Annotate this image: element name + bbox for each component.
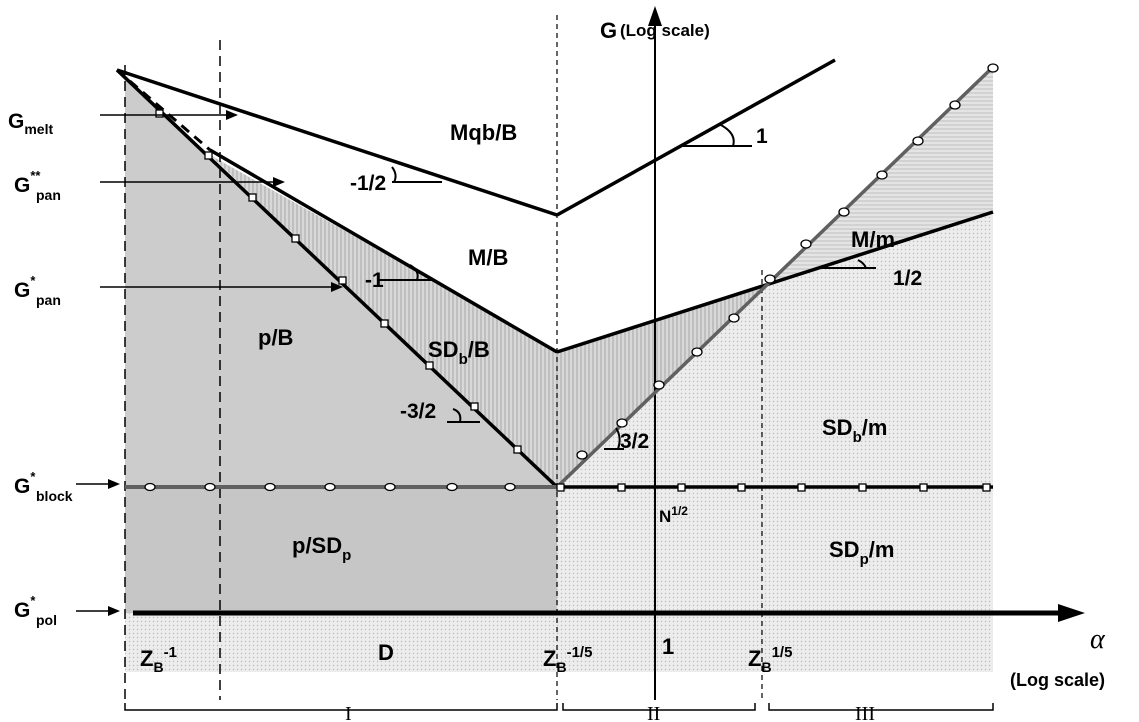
- region-p-sdp-fill: [125, 487, 557, 613]
- markers-circle-three-half: [576, 63, 999, 460]
- y-axis-arrow-icon: [648, 6, 662, 26]
- y-axis-label: G: [600, 18, 617, 43]
- line-slope-minus-half: [116, 68, 558, 217]
- line-slope-one: [556, 58, 836, 217]
- line-slope-minus-one: [209, 148, 558, 354]
- region-label-sdb-b: SDb/B: [428, 337, 490, 368]
- slope-label-minus-one: -1: [365, 269, 384, 292]
- region-label-mqb-b: Mqb/B: [450, 120, 517, 145]
- region-label-sdb-m: SDb/m: [822, 415, 887, 446]
- g-label-pol: G*pol: [14, 593, 57, 628]
- x-tick-one: 1: [662, 634, 674, 659]
- x-tick-zb-minus15: ZB-1/5: [543, 644, 592, 675]
- region-label-sdp-m: SDp/m: [829, 537, 894, 568]
- markers-circle-block: [144, 482, 516, 492]
- g-label-pan-2star: G** pan: [14, 168, 61, 203]
- x-axis-label: α: [1090, 624, 1106, 655]
- line-slope-minus-three-half: [115, 68, 559, 489]
- g-label-melt: Gmelt: [8, 110, 53, 137]
- region-label-d: D: [378, 640, 394, 665]
- region-label-p-sdp: p/SDp: [292, 533, 351, 564]
- region-label-m-m: M/m: [851, 227, 895, 252]
- region-sdp-m-fill: [557, 487, 993, 613]
- regime-label-2: II: [647, 703, 660, 722]
- x-axis-scale-note: (Log scale): [1010, 670, 1105, 690]
- region-label-n-half: N1/2: [659, 504, 688, 526]
- g-label-pan-star: G*pan: [14, 273, 61, 308]
- slope-label-one: 1: [756, 125, 768, 148]
- markers-square-block: [556, 483, 991, 492]
- regime-label-1: I: [345, 703, 352, 722]
- slope-label-minus-half: -1/2: [350, 172, 386, 195]
- region-label-m-b: M/B: [468, 245, 508, 270]
- slope-label-minus-three-half: -3/2: [400, 400, 436, 423]
- x-tick-zb-15: ZB1/5: [748, 644, 792, 675]
- region-label-p-b: p/B: [258, 325, 293, 350]
- region-sdb-m-fill: [557, 212, 993, 487]
- g-level-arrowheads: [108, 110, 343, 616]
- slope-arcs: [377, 123, 876, 450]
- g-label-block: G*block: [14, 469, 73, 504]
- slope-label-half: 1/2: [893, 267, 922, 290]
- region-bottom-left-fill: [125, 613, 557, 672]
- markers-square-minus-three-half: [155, 109, 522, 454]
- x-axis-arrow-icon: [1058, 604, 1085, 622]
- slope-label-three-half: 3/2: [620, 430, 649, 453]
- regime-brackets: [124, 703, 994, 711]
- regime-label-3: III: [855, 703, 875, 722]
- x-tick-zb-minus1: ZB-1: [140, 644, 177, 675]
- line-slope-half: [556, 210, 994, 354]
- y-axis-scale-note: (Log scale): [620, 21, 710, 40]
- region-bottom-right-fill: [557, 613, 993, 672]
- g-level-arrows: [76, 114, 333, 612]
